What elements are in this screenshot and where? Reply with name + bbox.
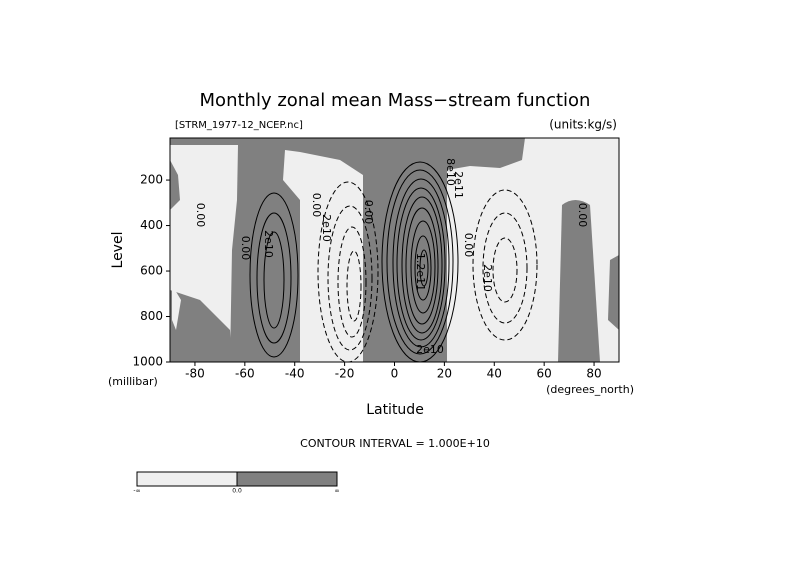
- contour-label: 0.00: [362, 200, 375, 225]
- x-tick-label: 60: [537, 367, 552, 381]
- contour-label: 0.00: [310, 193, 323, 218]
- x-tick-label: 20: [437, 367, 452, 381]
- colorbar-label: 0.0: [232, 488, 242, 495]
- contour-label: 2e10: [320, 214, 333, 242]
- plot-area: [169, 137, 620, 363]
- contour-label: 0.00: [194, 203, 207, 228]
- contour-label: 8e10: [444, 158, 457, 186]
- y-axis-label: Level: [110, 232, 126, 269]
- y-tick-label: 200: [140, 173, 163, 187]
- contour-label: 0.00: [239, 236, 252, 261]
- colorbar-label: ∞: [335, 488, 340, 495]
- y-axis-unit: (millibar): [108, 375, 158, 388]
- negative-patch: [172, 285, 181, 330]
- colorbar-positive: [236, 471, 338, 487]
- x-tick-label: 80: [586, 367, 601, 381]
- x-tick-label: -60: [235, 367, 255, 381]
- x-tick-label: -40: [285, 367, 305, 381]
- contour-label: 0.00: [576, 203, 589, 228]
- contour-label: 2e10: [416, 343, 444, 356]
- y-tick-label: 600: [140, 264, 163, 278]
- contour-label: 2e10: [262, 230, 275, 258]
- contour-label: 2e10: [481, 264, 494, 292]
- colorbar-label: -∞: [133, 488, 140, 495]
- contour-label: 1.2e11: [414, 253, 427, 291]
- y-tick-label: 1000: [132, 355, 163, 369]
- x-axis-label: Latitude: [366, 402, 424, 418]
- x-tick-label: -80: [185, 367, 205, 381]
- file-name: [STRM_1977-12_NCEP.nc]: [175, 120, 303, 131]
- x-axis-unit: (degrees_north): [546, 383, 634, 396]
- contour-label: 0.00: [462, 233, 475, 258]
- colorbar-negative: [136, 471, 238, 487]
- x-tick-label: 0: [391, 367, 399, 381]
- colorbar: -∞ 0.0 ∞: [133, 471, 340, 495]
- x-tick-label: 40: [487, 367, 502, 381]
- y-tick-label: 800: [140, 309, 163, 323]
- contours: [249, 161, 538, 363]
- x-tick-label: -20: [335, 367, 355, 381]
- units: (units:kg/s): [549, 118, 617, 132]
- contour-label: 2e11: [452, 171, 465, 199]
- chart-title: Monthly zonal mean Mass−stream function: [200, 90, 591, 111]
- contour-interval: CONTOUR INTERVAL = 1.000E+10: [300, 437, 490, 450]
- y-tick-label: 400: [140, 218, 163, 232]
